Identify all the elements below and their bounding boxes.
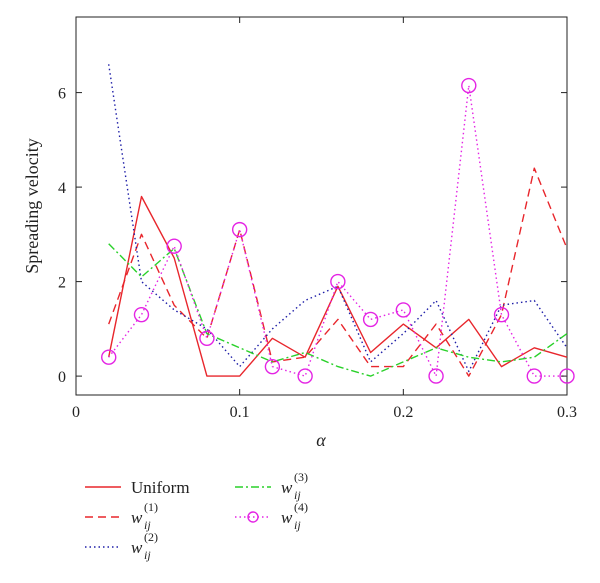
series-line-4 xyxy=(108,243,568,377)
legend-label: w xyxy=(131,538,143,557)
data-point-marker xyxy=(428,368,444,384)
data-point-marker xyxy=(559,368,575,384)
data-point-marker xyxy=(395,302,412,318)
x-tick-label: 0 xyxy=(72,404,80,421)
x-axis-label: α xyxy=(316,430,326,450)
data-point-marker xyxy=(330,273,346,290)
legend-item: w ij (2) xyxy=(85,530,158,562)
x-tick-label: 0.3 xyxy=(557,404,577,421)
data-point-marker xyxy=(101,349,117,365)
data-point-marker xyxy=(362,311,379,328)
y-tick-label: 2 xyxy=(58,275,66,292)
data-point-marker xyxy=(297,368,313,384)
data-point-marker xyxy=(493,306,510,323)
legend-label: w xyxy=(281,508,293,527)
data-point-marker xyxy=(264,358,281,375)
legend-label-superscript: (2) xyxy=(144,530,158,544)
legend-label: w xyxy=(131,508,143,527)
legend-label-subscript: ij xyxy=(294,488,301,502)
data-point-marker xyxy=(231,221,248,238)
data-point-marker xyxy=(461,77,477,94)
legend-label-subscript: ij xyxy=(294,518,301,532)
data-point-marker xyxy=(199,330,215,346)
x-tick-label: 0.2 xyxy=(393,404,413,421)
plot-area xyxy=(75,16,568,396)
y-tick-label: 6 xyxy=(58,86,66,103)
y-axis-label: Spreading velocity xyxy=(22,138,42,273)
legend-marker xyxy=(247,511,259,523)
legend-label-superscript: (1) xyxy=(144,500,158,514)
data-point-marker xyxy=(526,368,542,384)
legend-label-subscript: ij xyxy=(144,518,151,532)
y-tick-label: 4 xyxy=(58,180,66,197)
data-point-marker xyxy=(133,306,150,323)
x-tick-label: 0.1 xyxy=(230,404,250,421)
series-layer xyxy=(108,64,568,377)
series-line-3 xyxy=(108,64,568,373)
legend-label: Uniform xyxy=(131,478,190,497)
series-line-5 xyxy=(108,84,567,377)
plot-frame xyxy=(75,16,568,396)
marker-layer xyxy=(101,77,575,384)
legend-item: Uniform xyxy=(85,478,190,497)
legend-label-superscript: (3) xyxy=(294,470,308,484)
legend-label-superscript: (4) xyxy=(294,500,308,514)
legend-item: w ij (1) xyxy=(85,500,158,532)
y-tick-label: 0 xyxy=(58,369,66,386)
y-axis-ticks: 0 2 4 6 xyxy=(58,86,567,386)
legend-label: w xyxy=(281,478,293,497)
legend-item: w ij (3) xyxy=(235,470,308,502)
data-point-marker xyxy=(166,238,182,254)
x-axis-ticks: 0 0.1 0.2 0.3 xyxy=(72,17,577,421)
series-line-1 xyxy=(108,195,568,377)
legend-label-subscript: ij xyxy=(144,548,151,562)
legend-item: w ij (4) xyxy=(235,500,308,532)
